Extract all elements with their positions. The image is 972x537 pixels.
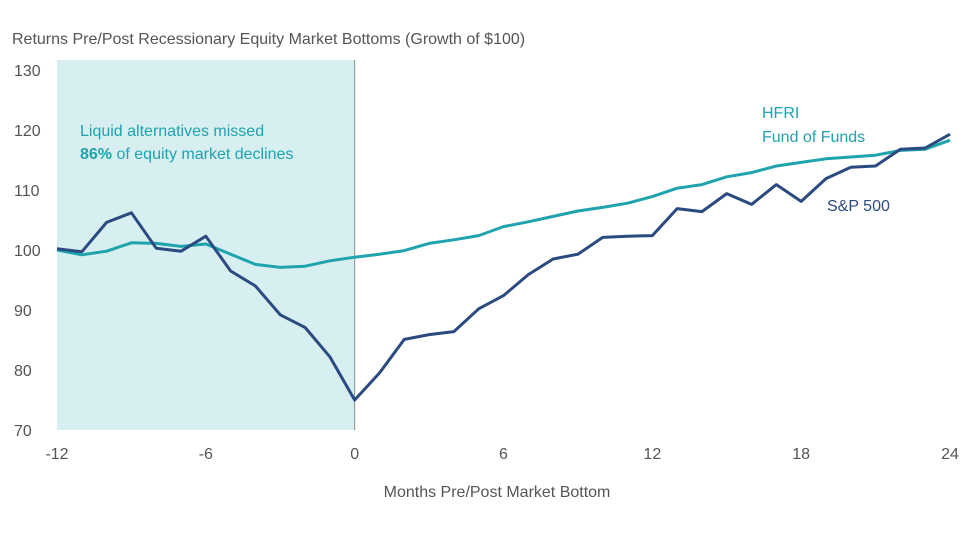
series-line-s-p-500: [56, 132, 951, 402]
y-tick-label: 120: [14, 123, 41, 140]
legend-hfri-line1: HFRI: [762, 105, 799, 122]
x-tick-label: -6: [199, 446, 213, 463]
y-tick-label: 100: [14, 243, 41, 260]
series-line-hfri-fund-of-funds: [56, 138, 951, 269]
chart-title: Returns Pre/Post Recessionary Equity Mar…: [12, 31, 525, 48]
x-tick-label: 6: [499, 446, 508, 463]
x-tick-label: -12: [45, 446, 68, 463]
annotation-line2: 86% of equity market declines: [80, 146, 293, 163]
x-tick-label: 18: [792, 446, 810, 463]
y-tick-label: 70: [14, 423, 32, 440]
y-tick-label: 90: [14, 303, 32, 320]
x-axis-label: Months Pre/Post Market Bottom: [384, 484, 611, 501]
x-tick-label: 12: [643, 446, 661, 463]
legend-sp500: S&P 500: [827, 198, 890, 215]
x-tick-label: 24: [941, 446, 959, 463]
y-tick-label: 110: [14, 183, 40, 200]
annotation-line1: Liquid alternatives missed: [80, 123, 264, 140]
y-tick-label: 80: [14, 363, 32, 380]
y-tick-label: 130: [14, 63, 41, 80]
legend-hfri-line2: Fund of Funds: [762, 129, 865, 146]
annotation-rest: of equity market declines: [112, 146, 293, 163]
annotation-bold-percent: 86%: [80, 146, 112, 163]
x-tick-label: 0: [350, 446, 359, 463]
